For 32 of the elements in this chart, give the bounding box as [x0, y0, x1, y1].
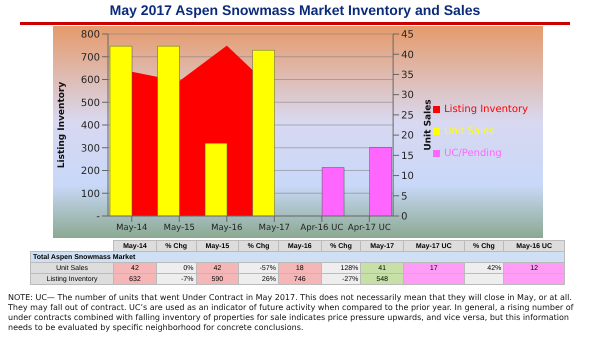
- y2-tick-label: 35: [401, 70, 414, 81]
- y2-axis-title: Unit Sales: [423, 99, 434, 151]
- x-tick-label: May-14: [116, 223, 148, 234]
- x-tick-label: May-15: [164, 223, 195, 234]
- y-tick-label: 300: [80, 143, 100, 154]
- y-tick-label: 500: [80, 98, 100, 109]
- y2-tick-label: 45: [401, 30, 414, 41]
- y2-tick-label: 5: [401, 191, 408, 202]
- y2-tick-label: 10: [401, 171, 414, 182]
- y-tick-label: 600: [80, 75, 100, 86]
- y-axis-title: Listing Inventory: [57, 82, 68, 168]
- x-tick-label: May-17: [258, 223, 290, 234]
- y-tick-label: -: [96, 212, 100, 223]
- y2-tick-label: 30: [401, 90, 414, 102]
- legend-label: Listing Inventory: [444, 104, 528, 115]
- y-tick-label: 700: [80, 52, 100, 64]
- y-tick-label: 100: [80, 188, 100, 200]
- y2-tick-label: 0: [401, 212, 408, 223]
- y-tick-label: 400: [80, 120, 100, 132]
- chart-title: May 2017 Aspen Snowmass Market Inventory and Sales: [20, 2, 570, 25]
- y2-tick-label: 40: [401, 50, 414, 61]
- y-tick-label: 800: [80, 30, 100, 41]
- text: NOTE: UC— The number of units that went Under Contract in May 2017. This does not necessarily mean that they will close in May, or at all. They may fall out of contract. UC’s are used as an indicator of future activity when compared to the prior year. In general, a rising number of under contracts combined with falling inventory of properties for sale indicates price pressure upwards, and vice versa, but this information needs to be evaluated by specific neighborhood for concrete conclusions.: [8, 293, 575, 333]
- x-tick-label: Apr-17 UC: [348, 223, 391, 234]
- y2-tick-label: 25: [401, 110, 414, 122]
- x-tick-label: May-16: [211, 223, 242, 234]
- y2-tick-label: 15: [401, 150, 414, 162]
- legend-label: UC/Pending: [444, 148, 502, 159]
- x-tick-label: Apr-16 UC: [300, 223, 344, 234]
- y2-tick-label: 20: [401, 130, 414, 142]
- legend-label: Unit Sales: [444, 126, 494, 137]
- y-tick-label: 200: [80, 166, 100, 178]
